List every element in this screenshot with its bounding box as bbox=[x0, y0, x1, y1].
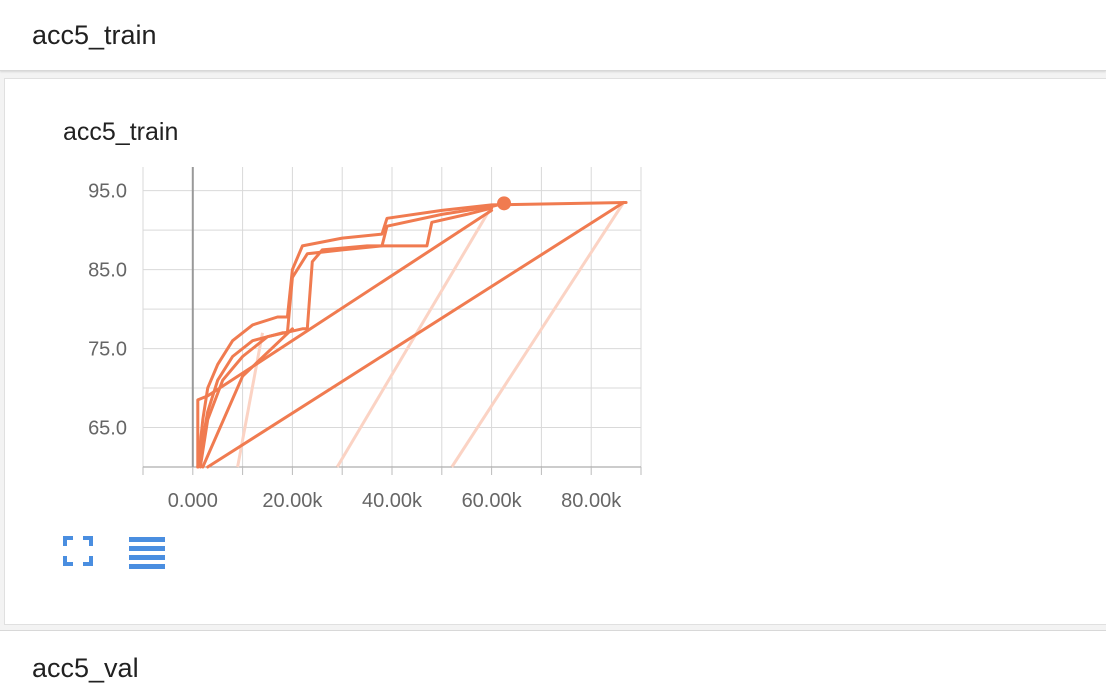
chart-grid bbox=[142, 167, 642, 467]
tick-labels: 0.000 20.00k 40.00k 60.00k 80.00k 65.0 75.0 85.… bbox=[88, 181, 622, 512]
section-header[interactable]: acc5_train bbox=[0, 0, 1106, 71]
x-tick-label: 80.00k bbox=[561, 490, 622, 512]
series-line bbox=[201, 327, 294, 469]
section-title-next: acc5_val bbox=[32, 653, 139, 683]
chart-card: acc5_train 0.000 20.00k 40.00k 60.00k 80.00k… bbox=[4, 78, 1106, 625]
series-line bbox=[196, 201, 506, 469]
section-header-next[interactable]: acc5_val bbox=[0, 630, 1106, 699]
series-layer bbox=[196, 196, 628, 469]
y-tick-label: 95.0 bbox=[88, 181, 127, 203]
chart-axes bbox=[142, 167, 642, 475]
x-tick-label: 20.00k bbox=[262, 490, 323, 512]
fullscreen-icon[interactable] bbox=[63, 536, 93, 566]
series-line bbox=[206, 201, 626, 469]
y-tick-label: 75.0 bbox=[88, 339, 127, 361]
y-tick-label: 85.0 bbox=[88, 260, 127, 282]
line-chart[interactable]: 0.000 20.00k 40.00k 60.00k 80.00k 65.0 75.0 85.… bbox=[5, 145, 705, 525]
x-tick-label: 0.000 bbox=[168, 490, 218, 512]
faint-series-line bbox=[450, 201, 625, 468]
series-line bbox=[198, 206, 494, 469]
y-tick-label: 65.0 bbox=[88, 418, 127, 440]
section-title: acc5_train bbox=[32, 20, 157, 50]
x-tick-label: 60.00k bbox=[462, 490, 523, 512]
x-tick-label: 40.00k bbox=[362, 490, 423, 512]
series-marker bbox=[497, 196, 512, 211]
toggle-lines-icon[interactable] bbox=[129, 536, 165, 570]
chart-title: acc5_train bbox=[63, 118, 179, 146]
series-line bbox=[196, 208, 494, 469]
